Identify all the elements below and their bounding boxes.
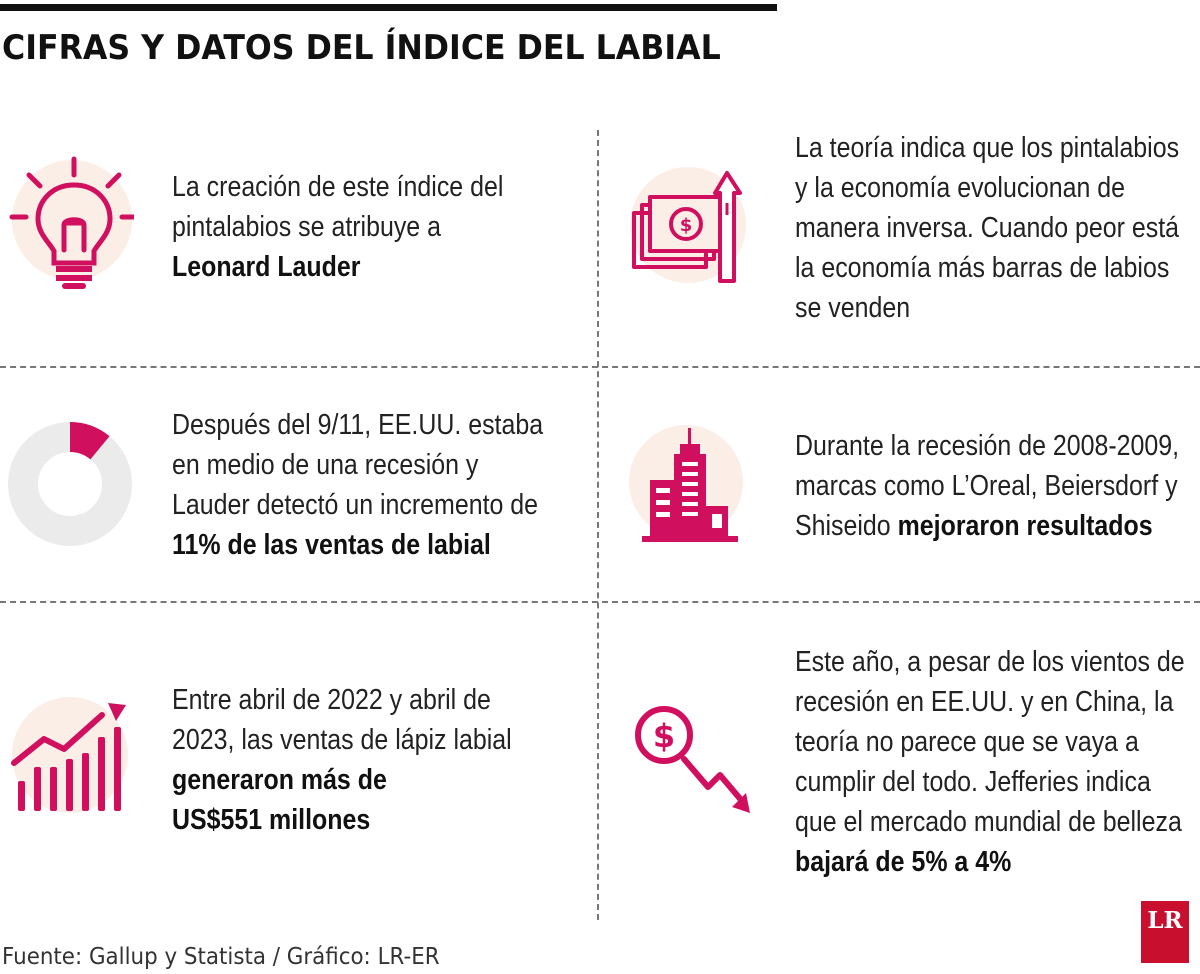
horizontal-divider xyxy=(0,366,1200,368)
page-title: CIFRAS Y DATOS DEL ÍNDICE DEL LABIAL xyxy=(2,28,721,68)
rising-bars-icon xyxy=(11,697,128,813)
fact-text-4: Durante la recesión de 2008-2009, marcas… xyxy=(795,430,1180,542)
horizontal-divider xyxy=(0,601,1200,603)
fact-text-5: Entre abril de 2022 y abril de 2023, las… xyxy=(172,684,512,836)
svg-text:$: $ xyxy=(680,215,693,236)
vertical-divider xyxy=(597,130,599,920)
donut-chart-icon xyxy=(8,422,132,546)
money-arrow-up-icon: $ xyxy=(630,167,746,283)
lr-logo: LR xyxy=(1141,901,1189,963)
fact-text-3: Después del 9/11, EE.UU. estaba en medio… xyxy=(172,409,544,561)
dollar-down-arrow-icon: $ xyxy=(635,706,750,813)
lightbulb-icon xyxy=(9,156,134,289)
fact-text-6: Este año, a pesar de los vientos de rece… xyxy=(795,646,1185,878)
top-rule xyxy=(0,4,777,11)
fact-text-2: La teoría indica que los pintalabios y l… xyxy=(795,132,1180,324)
fact-text-1: La creación de este índice del pintalabi… xyxy=(172,171,504,283)
svg-text:$: $ xyxy=(653,717,675,755)
donut-slice xyxy=(70,422,110,460)
buildings-icon xyxy=(629,425,743,542)
source-note: Fuente: Gallup y Statista / Gráfico: LR-… xyxy=(2,944,440,970)
